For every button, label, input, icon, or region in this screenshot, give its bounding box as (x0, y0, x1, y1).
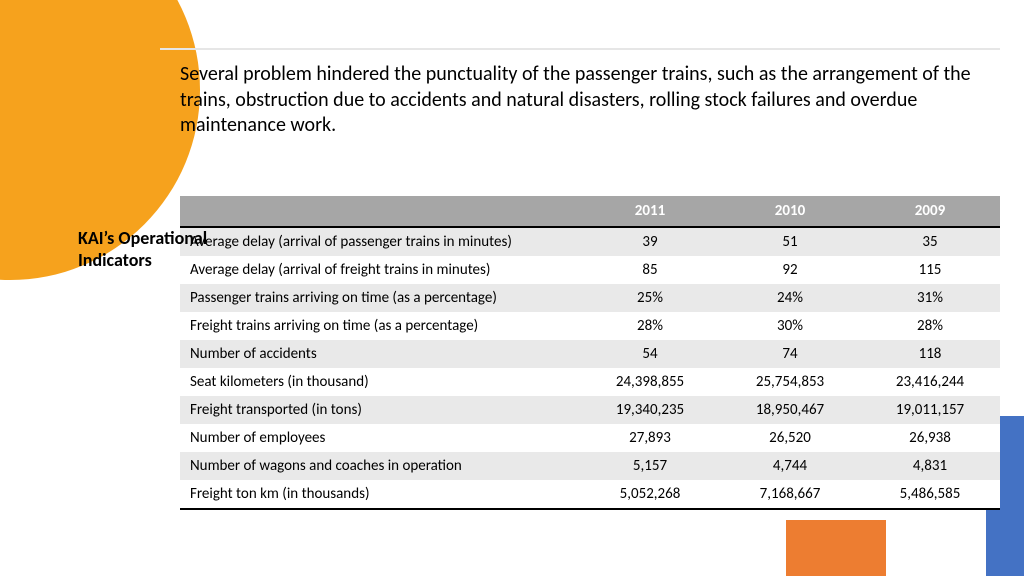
row-value: 18,950,467 (720, 396, 860, 424)
table-row: Freight trains arriving on time (as a pe… (180, 312, 1000, 340)
row-value: 31% (860, 284, 1000, 312)
row-value: 92 (720, 256, 860, 284)
table-body: Average delay (arrival of passenger trai… (180, 227, 1000, 509)
row-label: Freight transported (in tons) (180, 396, 580, 424)
row-value: 25,754,853 (720, 368, 860, 396)
indicators-table: 2011 2010 2009 Average delay (arrival of… (180, 196, 1000, 510)
row-value: 39 (580, 227, 720, 256)
table-row: Number of employees27,89326,52026,938 (180, 424, 1000, 452)
accent-orange-block (786, 520, 886, 576)
col-header-label (180, 196, 580, 227)
row-label: Passenger trains arriving on time (as a … (180, 284, 580, 312)
row-label: Number of employees (180, 424, 580, 452)
row-value: 7,168,667 (720, 480, 860, 509)
row-value: 4,831 (860, 452, 1000, 480)
table-row: Average delay (arrival of freight trains… (180, 256, 1000, 284)
row-value: 5,157 (580, 452, 720, 480)
row-value: 118 (860, 340, 1000, 368)
table-row: Passenger trains arriving on time (as a … (180, 284, 1000, 312)
row-value: 24% (720, 284, 860, 312)
table-row: Number of wagons and coaches in operatio… (180, 452, 1000, 480)
side-title: KAI’s Operational Indicators (78, 228, 208, 271)
row-value: 5,486,585 (860, 480, 1000, 509)
row-value: 23,416,244 (860, 368, 1000, 396)
row-label: Seat kilometers (in thousand) (180, 368, 580, 396)
row-value: 85 (580, 256, 720, 284)
table-row: Seat kilometers (in thousand)24,398,8552… (180, 368, 1000, 396)
row-value: 51 (720, 227, 860, 256)
table-row: Freight ton km (in thousands)5,052,2687,… (180, 480, 1000, 509)
col-header-2009: 2009 (860, 196, 1000, 227)
row-value: 19,340,235 (580, 396, 720, 424)
col-header-2010: 2010 (720, 196, 860, 227)
row-value: 5,052,268 (580, 480, 720, 509)
row-value: 30% (720, 312, 860, 340)
table-row: Average delay (arrival of passenger trai… (180, 227, 1000, 256)
row-value: 25% (580, 284, 720, 312)
row-value: 19,011,157 (860, 396, 1000, 424)
col-header-2011: 2011 (580, 196, 720, 227)
row-value: 26,520 (720, 424, 860, 452)
row-value: 115 (860, 256, 1000, 284)
row-value: 35 (860, 227, 1000, 256)
row-value: 74 (720, 340, 860, 368)
row-label: Number of wagons and coaches in operatio… (180, 452, 580, 480)
row-value: 4,744 (720, 452, 860, 480)
row-value: 28% (580, 312, 720, 340)
row-value: 27,893 (580, 424, 720, 452)
row-value: 28% (860, 312, 1000, 340)
row-value: 26,938 (860, 424, 1000, 452)
top-divider (160, 48, 1000, 50)
table-row: Freight transported (in tons)19,340,2351… (180, 396, 1000, 424)
row-label: Freight trains arriving on time (as a pe… (180, 312, 580, 340)
row-label: Freight ton km (in thousands) (180, 480, 580, 509)
intro-paragraph: Several problem hindered the punctuality… (180, 62, 990, 139)
row-label: Average delay (arrival of passenger trai… (180, 227, 580, 256)
table-header-row: 2011 2010 2009 (180, 196, 1000, 227)
row-label: Average delay (arrival of freight trains… (180, 256, 580, 284)
row-value: 24,398,855 (580, 368, 720, 396)
row-label: Number of accidents (180, 340, 580, 368)
row-value: 54 (580, 340, 720, 368)
table-row: Number of accidents5474118 (180, 340, 1000, 368)
